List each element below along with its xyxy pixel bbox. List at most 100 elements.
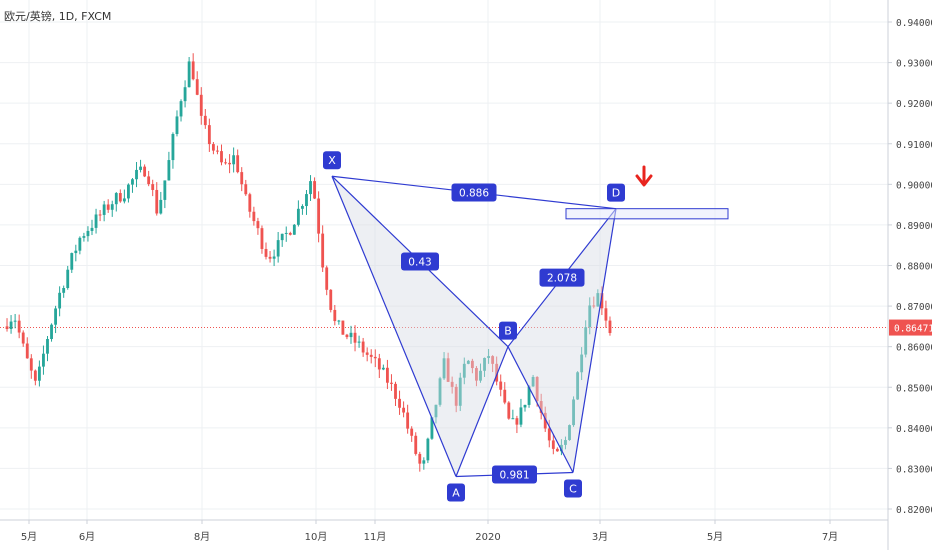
candle-body xyxy=(236,155,240,173)
candle-body xyxy=(337,320,341,322)
point-label-bg xyxy=(564,479,582,498)
candle-body xyxy=(470,360,474,369)
candle-body xyxy=(584,327,588,355)
candle-body xyxy=(33,370,37,381)
ratio-label: 0.43 xyxy=(408,256,431,268)
candle-body xyxy=(596,293,600,307)
candle-body xyxy=(568,425,571,441)
ratio-label: 0.886 xyxy=(459,187,489,199)
candle-body xyxy=(523,404,527,408)
candle-body xyxy=(345,334,349,338)
candle-body xyxy=(90,227,94,231)
ratio-label-bg xyxy=(401,252,439,271)
candle-body xyxy=(422,460,426,464)
ratio-label-bg xyxy=(451,183,497,202)
candle-body xyxy=(175,116,179,135)
candle-body xyxy=(46,339,49,354)
candle-body xyxy=(240,172,244,185)
candle-body xyxy=(191,61,195,80)
x-tick-label: 2020 xyxy=(475,532,500,543)
candle-body xyxy=(260,228,264,249)
candle-body xyxy=(475,368,478,381)
candle-body xyxy=(381,367,385,370)
candle-body xyxy=(183,87,187,102)
candle-body xyxy=(313,181,316,199)
candle-body xyxy=(135,169,138,180)
candle-body xyxy=(353,332,357,343)
candle-body xyxy=(118,193,122,202)
candle-body xyxy=(62,288,66,293)
candle-body xyxy=(373,356,377,359)
candle-body xyxy=(588,305,592,328)
candle-body xyxy=(349,332,353,338)
candle-body xyxy=(531,376,535,387)
ratio-label-bg xyxy=(492,465,537,484)
candle-body xyxy=(301,206,304,209)
candle-body xyxy=(418,453,422,464)
candle-body xyxy=(106,204,110,210)
point-label-bg xyxy=(499,321,517,340)
candle-body xyxy=(58,292,62,309)
candle-body xyxy=(98,214,102,216)
x-tick-label: 8月 xyxy=(194,531,210,543)
candle-body xyxy=(547,428,551,441)
candle-body xyxy=(604,308,608,321)
candle-body xyxy=(410,428,414,436)
candle-body xyxy=(390,382,393,384)
ratio-label: 0.981 xyxy=(499,470,529,482)
ratio-label: 2.078 xyxy=(547,273,577,285)
candle-body xyxy=(127,184,130,199)
pattern-leg xyxy=(507,346,574,473)
candle-body xyxy=(171,134,175,161)
candle-body xyxy=(199,94,203,116)
candle-body xyxy=(479,370,482,381)
candle-body xyxy=(450,381,454,387)
x-tick-label: 7月 xyxy=(822,531,838,543)
pattern-leg xyxy=(572,208,617,473)
candle-body xyxy=(29,358,33,371)
candle-body xyxy=(5,326,9,330)
candle-body xyxy=(551,440,555,449)
candle-body xyxy=(515,418,519,425)
candle-body xyxy=(511,418,515,420)
candle-body xyxy=(446,358,450,382)
candle-body xyxy=(284,232,288,234)
x-tick-label: 3月 xyxy=(592,531,608,543)
candle-body xyxy=(491,356,495,364)
candle-body xyxy=(220,151,223,163)
target-zone xyxy=(565,208,729,220)
candle-body xyxy=(535,376,539,402)
candle-body xyxy=(519,407,523,425)
candle-body xyxy=(248,194,252,212)
candle-body xyxy=(102,204,106,215)
candle-body xyxy=(268,256,272,259)
signal-arrow-icon xyxy=(635,174,653,187)
candle-body xyxy=(17,320,21,333)
candle-body xyxy=(483,357,486,371)
x-tick-label: 5月 xyxy=(21,531,37,543)
candle-body xyxy=(37,366,41,381)
point-label: A xyxy=(452,487,460,500)
x-tick-label: 6月 xyxy=(79,531,95,543)
candle-body xyxy=(398,398,401,408)
candle-body xyxy=(454,386,458,406)
candle-body xyxy=(503,389,507,403)
x-tick-label: 10月 xyxy=(305,531,328,543)
candle-body xyxy=(507,402,511,419)
candle-body xyxy=(487,356,490,358)
candle-body xyxy=(50,324,53,340)
pattern-leg xyxy=(331,175,457,477)
candle-body xyxy=(543,412,547,429)
candle-body xyxy=(70,253,74,270)
candle-body xyxy=(357,341,361,343)
candle-body xyxy=(539,401,543,413)
candle-body xyxy=(369,354,373,357)
candle-body xyxy=(216,150,219,152)
candle-body xyxy=(434,404,438,418)
